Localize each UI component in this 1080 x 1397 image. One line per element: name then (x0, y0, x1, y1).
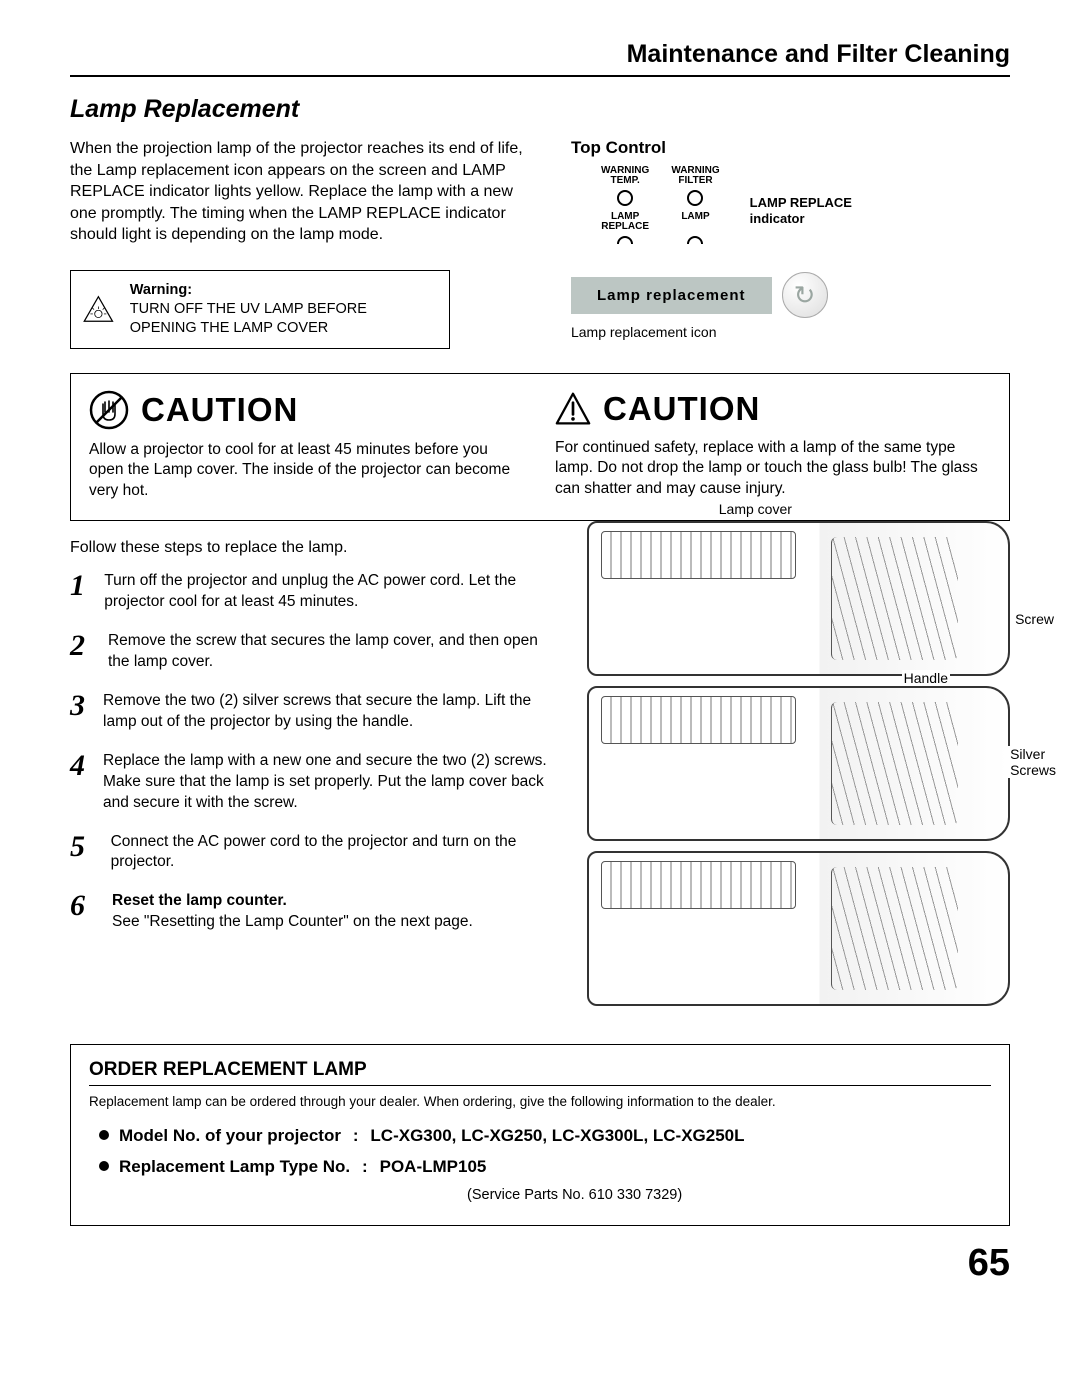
led-label-wfilter: WARNING FILTER (671, 166, 719, 186)
label-silver-screws: Silver Screws (1008, 746, 1058, 778)
indicator-panel: WARNING TEMP. WARNING FILTER LAMP REPLAC… (601, 166, 1010, 256)
warning-label: Warning: (130, 282, 192, 298)
order-note: Replacement lamp can be ordered through … (89, 1094, 991, 1109)
led-label-lreplace: LAMP REPLACE (601, 212, 649, 232)
intro-paragraph: When the projection lamp of the projecto… (70, 138, 531, 246)
label-screw: Screw (1013, 611, 1056, 627)
caution-heading-2: CAUTION (603, 390, 760, 428)
step-num-1: 1 (70, 571, 86, 613)
led-wtemp-icon (617, 190, 633, 206)
led-label-wtemp: WARNING TEMP. (601, 166, 649, 186)
led-lamp-icon (687, 236, 703, 252)
no-touch-icon (89, 390, 129, 430)
uv-warning-icon (83, 290, 114, 328)
page-header: Maintenance and Filter Cleaning (70, 40, 1010, 77)
warning-text: TURN OFF THE UV LAMP BEFORE OPENING THE … (130, 301, 367, 336)
step-num-6: 6 (70, 891, 94, 933)
step-5: 5 Connect the AC power cord to the proje… (70, 832, 557, 874)
order-heading: ORDER REPLACEMENT LAMP (89, 1059, 991, 1086)
step-3: 3 Remove the two (2) silver screws that … (70, 691, 557, 733)
led-lreplace-icon (617, 236, 633, 252)
caution-box: CAUTION Allow a projector to cool for at… (70, 373, 1010, 522)
step-num-5: 5 (70, 832, 93, 874)
order-replacement-box: ORDER REPLACEMENT LAMP Replacement lamp … (70, 1044, 1010, 1225)
service-parts-no: (Service Parts No. 610 330 7329) (99, 1182, 991, 1208)
step-6: 6 Reset the lamp counter. See "Resetting… (70, 891, 557, 933)
label-lamp-cover: Lamp cover (717, 501, 794, 517)
step-text-6: Reset the lamp counter. See "Resetting t… (112, 891, 473, 933)
step-text-2: Remove the screw that secures the lamp c… (108, 631, 557, 673)
label-handle: Handle (902, 670, 950, 686)
caution-heading-1: CAUTION (141, 391, 298, 429)
section-title: Lamp Replacement (70, 95, 1010, 124)
caution-text-left: Allow a projector to cool for at least 4… (89, 440, 525, 503)
caution-text-right: For continued safety, replace with a lam… (555, 438, 991, 501)
bulb-icon: ↻ (782, 272, 828, 318)
lamp-replacement-pill-row: Lamp replacement ↻ (571, 272, 1010, 318)
step-text-1: Turn off the projector and unplug the AC… (104, 571, 557, 613)
lamp-replacement-pill: Lamp replacement (571, 277, 772, 314)
top-control-heading: Top Control (571, 138, 1010, 158)
diagram-1 (587, 521, 1010, 676)
diagram-2 (587, 686, 1010, 841)
step-1: 1 Turn off the projector and unplug the … (70, 571, 557, 613)
lamp-icon-caption: Lamp replacement icon (571, 324, 1010, 340)
uv-warning-box: Warning: TURN OFF THE UV LAMP BEFORE OPE… (70, 270, 450, 349)
led-wfilter-icon (687, 190, 703, 206)
step-num-4: 4 (70, 751, 85, 814)
step-num-2: 2 (70, 631, 90, 673)
diagram-column: Lamp cover Screw Handle Silver Screws (587, 521, 1010, 1016)
diagram-3 (587, 851, 1010, 1006)
step-text-3: Remove the two (2) silver screws that se… (103, 691, 557, 733)
lamp-replace-indicator-label: LAMP REPLACE indicator (750, 195, 852, 226)
follow-text: Follow these steps to replace the lamp. (70, 539, 557, 557)
order-line-lamp: Replacement Lamp Type No. : POA-LMP105 (99, 1152, 991, 1183)
order-line-model: Model No. of your projector : LC-XG300, … (99, 1121, 991, 1152)
step-2: 2 Remove the screw that secures the lamp… (70, 631, 557, 673)
step-4: 4 Replace the lamp with a new one and se… (70, 751, 557, 814)
step-num-3: 3 (70, 691, 85, 733)
page-number: 65 (70, 1242, 1010, 1285)
caution-triangle-icon (555, 391, 591, 427)
step-text-5: Connect the AC power cord to the project… (111, 832, 557, 874)
step-text-4: Replace the lamp with a new one and secu… (103, 751, 557, 814)
led-label-lamp: LAMP (671, 212, 719, 232)
